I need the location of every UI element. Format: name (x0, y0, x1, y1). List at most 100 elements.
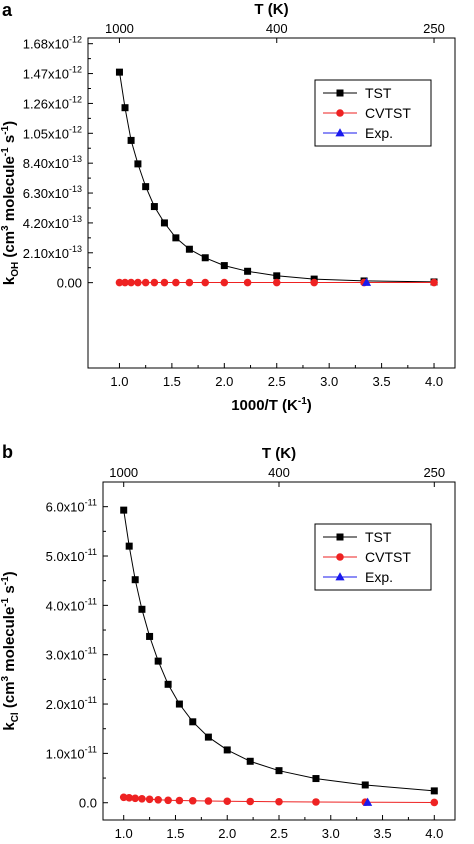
data-point-cvtst (175, 796, 184, 805)
data-point-tst (361, 781, 369, 789)
y-tick-label: 4.0x10-11 (46, 596, 97, 613)
data-point-cvtst (121, 278, 129, 287)
data-point-tst (154, 657, 162, 665)
data-point-cvtst (150, 278, 159, 287)
y-tick-mantissa: 0.0 (79, 796, 97, 811)
data-point-cvtst (246, 797, 255, 806)
y-axis-title-sub: OH (10, 262, 21, 277)
y-tick-mantissa: 3.0x10 (46, 648, 85, 663)
legend-marker-exp (335, 128, 345, 137)
top-tick-label: 1000 (109, 465, 138, 480)
data-point-tst (115, 68, 123, 76)
data-point-tst (160, 219, 168, 227)
series-line-tst (119, 72, 435, 283)
data-point-tst (138, 605, 146, 613)
data-point-tst (175, 700, 183, 708)
data-point-tst (142, 183, 150, 191)
x-tick-label: 2.5 (270, 826, 288, 841)
y-tick-label: 1.68x10-12 (23, 35, 82, 52)
data-point-tst (275, 767, 283, 775)
y-tick-label: 0.0 (79, 796, 97, 811)
y-tick-exponent: -11 (85, 744, 97, 754)
data-point-tst (430, 787, 438, 795)
data-point-cvtst (185, 278, 194, 287)
data-point-cvtst (115, 278, 124, 287)
data-point-tst (150, 203, 158, 211)
y-tick-label: 1.47x10-12 (23, 65, 82, 82)
data-point-cvtst (131, 794, 139, 803)
data-point-tst (223, 746, 231, 754)
legend-marker-tst (336, 89, 344, 97)
x-axis-title-text: 1000/T (K (231, 397, 298, 414)
y-tick-label: 2.10x10-13 (23, 244, 82, 261)
top-tick-label: 400 (266, 21, 288, 36)
panel-letter: a (2, 0, 13, 20)
x-axis-title-end: ) (307, 397, 312, 414)
y-axis-title-text: molecule (1, 607, 18, 676)
y-axis-title-k: k (1, 276, 18, 285)
y-tick-exponent: -11 (85, 498, 97, 508)
legend-label-tst: TST (365, 529, 392, 545)
y-tick-exponent: -13 (69, 214, 82, 224)
y-axis-title-k: k (1, 722, 18, 731)
y-tick-exponent: -11 (85, 547, 97, 557)
y-tick-exponent: -11 (85, 695, 97, 705)
y-tick-mantissa: 1.0x10 (46, 746, 85, 761)
y-axis-title-sup: 3 (0, 225, 11, 231)
y-tick-mantissa: 6.30x10 (23, 186, 69, 201)
data-point-tst (164, 680, 172, 688)
legend-label-tst: TST (365, 85, 392, 101)
x-tick-label: 3.0 (320, 374, 338, 389)
y-tick-mantissa: 4.20x10 (23, 216, 69, 231)
data-point-tst (312, 775, 320, 783)
data-point-tst (120, 506, 128, 514)
data-point-cvtst (138, 794, 146, 803)
y-axis-title-sup: -1 (0, 147, 11, 156)
x-tick-label: 3.0 (322, 826, 340, 841)
legend-label-exp: Exp. (365, 569, 393, 585)
data-point-cvtst (430, 278, 438, 287)
y-axis-title-sup: -1 (0, 597, 11, 606)
y-tick-mantissa: 1.26x10 (23, 96, 69, 111)
y-tick-label: 4.20x10-13 (23, 214, 82, 231)
data-point-cvtst (312, 798, 320, 806)
y-tick-exponent: -12 (69, 35, 82, 45)
data-point-tst (189, 718, 197, 726)
y-axis-title-sup: -1 (0, 125, 11, 134)
x-tick-label: 4.0 (425, 374, 443, 389)
data-point-cvtst (127, 278, 135, 287)
x-axis-title: 1000/T (K-1) (231, 396, 312, 414)
y-tick-mantissa: 8.40x10 (23, 156, 69, 171)
data-point-cvtst (164, 796, 172, 805)
y-axis-title-text: (cm (1, 681, 18, 712)
y-tick-label: 8.40x10-13 (23, 154, 82, 171)
data-point-cvtst (310, 278, 318, 287)
y-tick-exponent: -12 (69, 124, 82, 134)
y-tick-label: 2.0x10-11 (46, 695, 97, 712)
y-tick-label: 1.05x10-12 (23, 124, 82, 141)
y-axis-title-text: molecule (1, 156, 18, 225)
data-point-tst (121, 104, 129, 112)
y-tick-label: 0.00 (57, 276, 82, 291)
x-tick-label: 1.0 (115, 826, 133, 841)
y-axis-title-text: s (1, 585, 18, 598)
x-tick-label: 2.0 (218, 826, 236, 841)
data-point-tst (127, 136, 135, 144)
y-axis-title: kCl (cm3 molecule-1 s-1) (0, 571, 21, 730)
x-tick-label: 3.5 (373, 374, 391, 389)
top-axis-title: T (K) (254, 1, 288, 18)
data-point-cvtst (430, 798, 439, 807)
plot-frame (87, 37, 456, 369)
data-point-tst (273, 272, 281, 280)
top-axis-title: T (K) (262, 445, 296, 462)
x-tick-label: 1.0 (110, 374, 128, 389)
y-tick-mantissa: 1.47x10 (23, 67, 69, 82)
data-point-tst (172, 234, 180, 242)
legend-marker-cvtst (336, 109, 344, 117)
data-point-cvtst (275, 797, 283, 806)
y-tick-exponent: -13 (69, 184, 82, 194)
data-point-cvtst (204, 797, 213, 805)
data-point-cvtst (119, 793, 128, 802)
data-point-tst (246, 757, 254, 765)
